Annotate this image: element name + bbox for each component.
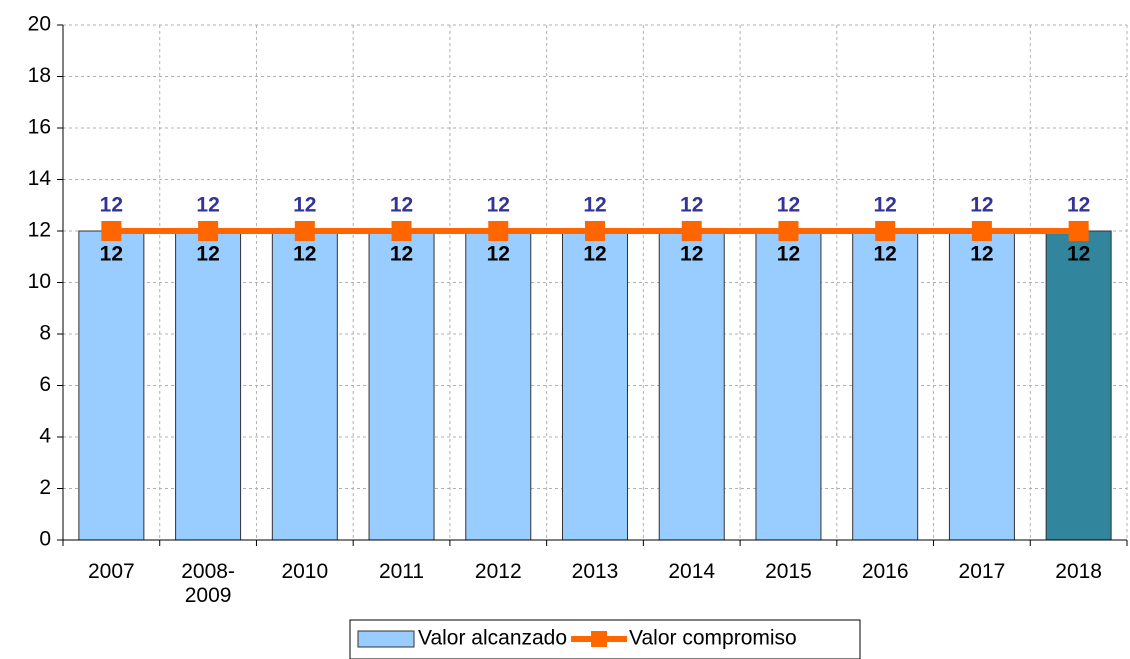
bar — [78, 230, 145, 541]
line-marker — [198, 221, 219, 241]
line-value-label: 12 — [874, 194, 897, 217]
y-tick-label: 14 — [28, 167, 52, 190]
x-tick-label: 2008- 2009 — [181, 560, 235, 607]
line-value-label: 12 — [100, 194, 123, 217]
line-value-label: 12 — [1067, 194, 1090, 217]
bar-value-label: 12 — [583, 243, 606, 266]
legend-label: Valor alcanzado — [418, 627, 567, 650]
y-tick-label: 20 — [28, 13, 51, 36]
bar — [658, 230, 725, 541]
bar-value-label: 12 — [680, 243, 703, 266]
bar — [1045, 230, 1112, 541]
line-marker — [778, 221, 799, 241]
bar — [465, 230, 532, 541]
x-tick-label: 2014 — [668, 560, 716, 583]
line-marker — [391, 221, 412, 241]
line-marker — [971, 221, 992, 241]
line-value-label: 12 — [390, 194, 413, 217]
y-tick-label: 16 — [28, 116, 51, 139]
legend-marker — [591, 631, 608, 647]
legend-label: Valor compromiso — [629, 627, 797, 650]
line-value-label: 12 — [777, 194, 800, 217]
line-marker — [681, 221, 702, 241]
line-marker — [585, 221, 605, 241]
x-tick-label: 2018 — [1055, 560, 1102, 583]
line-marker — [294, 221, 315, 241]
x-tick-label: 2012 — [474, 560, 522, 583]
bar-value-label: 12 — [196, 243, 219, 266]
x-tick-label: 2010 — [281, 560, 329, 583]
bar-value-label: 12 — [100, 243, 123, 266]
y-tick-label: 18 — [28, 64, 51, 87]
bar — [175, 230, 242, 541]
bar-value-label: 12 — [390, 243, 413, 266]
line-value-label: 12 — [293, 194, 316, 217]
line-value-label: 12 — [680, 194, 703, 217]
bar-value-label: 12 — [487, 243, 510, 266]
line-marker — [875, 221, 896, 241]
bar-value-label: 12 — [970, 243, 993, 266]
line-value-label: 12 — [970, 194, 993, 217]
x-tick-label: 2016 — [861, 560, 909, 583]
line-marker — [488, 221, 509, 241]
y-tick-label: 8 — [39, 322, 51, 345]
bar-value-label: 12 — [874, 243, 897, 266]
line-value-label: 12 — [487, 194, 510, 217]
bar-value-label: 12 — [777, 243, 800, 266]
x-tick-label: 2013 — [571, 560, 619, 583]
legend-swatch — [357, 630, 415, 648]
bar-value-label: 12 — [1067, 243, 1090, 266]
line-value-label: 12 — [583, 194, 606, 217]
x-tick-label: 2017 — [958, 560, 1006, 583]
y-tick-label: 6 — [39, 373, 51, 396]
bar — [755, 230, 822, 541]
line-value-label: 12 — [196, 194, 219, 217]
line-marker — [101, 221, 122, 241]
x-tick-label: 2007 — [88, 560, 135, 583]
y-tick-label: 10 — [28, 270, 51, 293]
bar — [562, 230, 628, 541]
bar — [852, 230, 919, 541]
y-tick-label: 12 — [28, 219, 51, 242]
x-tick-label: 2011 — [378, 560, 425, 583]
y-tick-label: 0 — [39, 528, 51, 551]
y-tick-label: 2 — [39, 476, 51, 499]
x-tick-label: 2015 — [765, 560, 812, 583]
bar — [368, 230, 435, 541]
line-marker — [1068, 221, 1089, 241]
bar-value-label: 12 — [293, 243, 316, 266]
y-tick-label: 4 — [39, 425, 51, 448]
bar — [271, 230, 338, 541]
bar — [948, 230, 1015, 541]
